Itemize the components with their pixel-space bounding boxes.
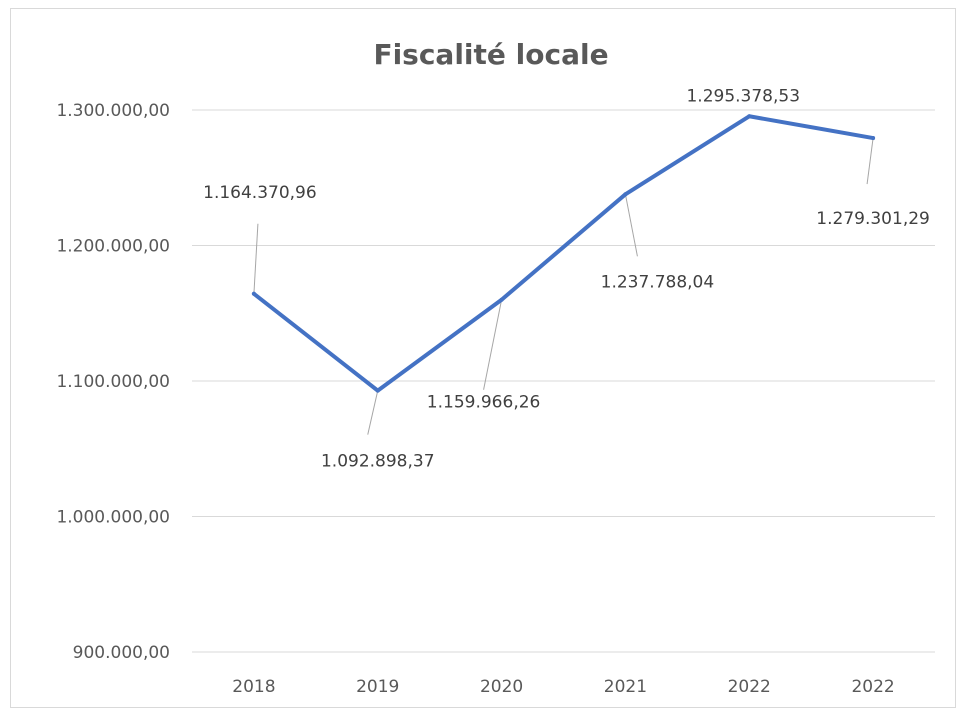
data-labels: 1.164.370,96 1.092.898,37 1.159.966,26 1.23… (203, 86, 930, 471)
data-label-leader-lines (253, 137, 874, 435)
series-line (251, 114, 876, 393)
y-tick-label: 900.000,00 (73, 643, 170, 663)
data-point (375, 388, 380, 393)
y-axis-tick-labels: 900.000,00 1.000.000,00 1.100.000,00 1.200.… (56, 101, 170, 663)
data-label: 1.279.301,29 (816, 209, 930, 229)
data-point (871, 136, 876, 141)
data-point (623, 192, 628, 197)
leader-line (624, 194, 638, 257)
data-point (251, 291, 256, 296)
data-label: 1.159.966,26 (427, 393, 541, 413)
data-label: 1.164.370,96 (203, 183, 317, 203)
data-point (747, 114, 752, 119)
x-tick-label: 2022 (851, 677, 894, 697)
data-label: 1.237.788,04 (601, 272, 715, 292)
leader-line (253, 223, 259, 294)
data-label: 1.092.898,37 (321, 452, 435, 472)
leader-line (866, 137, 874, 185)
y-tick-label: 1.000.000,00 (56, 508, 170, 528)
gridlines (192, 109, 935, 653)
chart-border (10, 8, 956, 708)
leader-line (483, 299, 503, 390)
x-tick-label: 2020 (480, 677, 523, 697)
data-point (499, 297, 504, 302)
x-tick-label: 2018 (232, 677, 275, 697)
series-line-group (251, 114, 876, 393)
y-tick-label: 1.300.000,00 (56, 101, 170, 121)
chart-title: Fiscalité locale (373, 38, 608, 71)
y-tick-label: 1.200.000,00 (56, 237, 170, 257)
y-tick-label: 1.100.000,00 (56, 372, 170, 392)
x-axis-tick-labels: 2018 2019 2020 2021 2022 2022 (232, 677, 894, 697)
x-tick-label: 2019 (356, 677, 399, 697)
data-label: 1.295.378,53 (686, 86, 800, 106)
x-tick-label: 2022 (728, 677, 771, 697)
x-tick-label: 2021 (604, 677, 647, 697)
leader-line (367, 390, 379, 435)
